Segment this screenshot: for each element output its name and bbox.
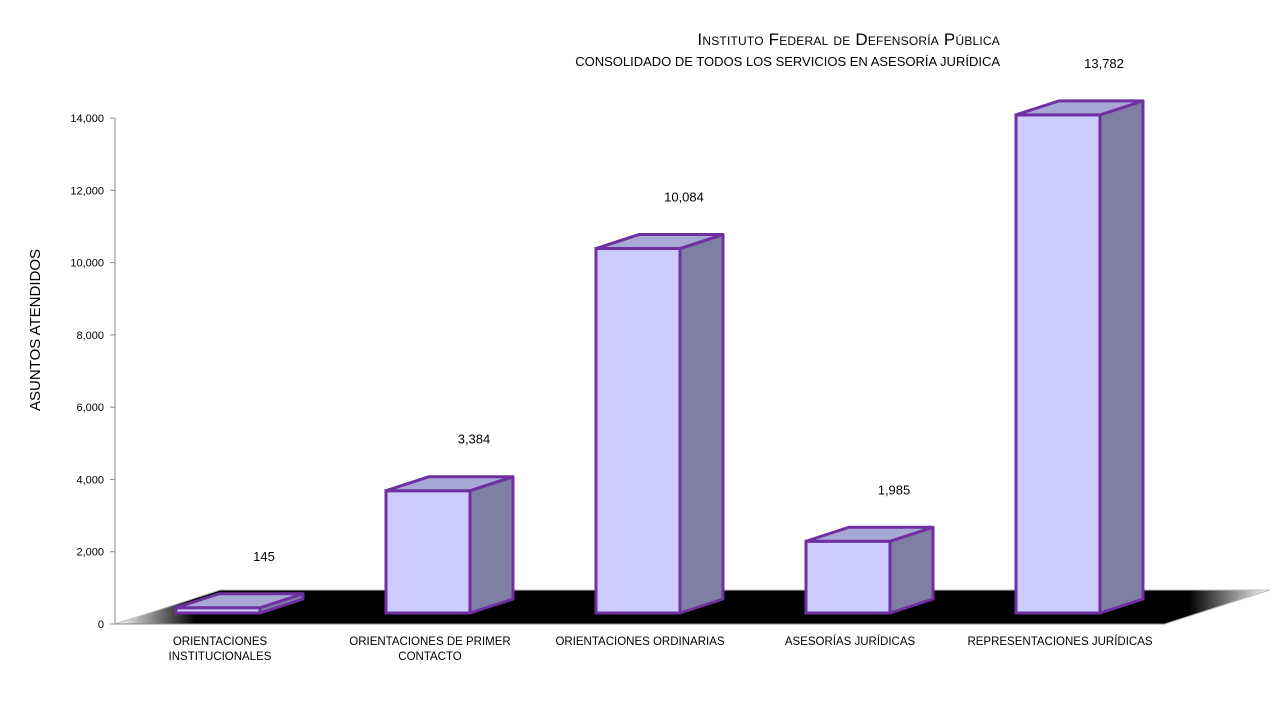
bar-front (594, 247, 682, 615)
bar-side (1098, 99, 1145, 615)
bars (174, 99, 1145, 615)
y-tick-label: 12,000 (70, 185, 104, 197)
y-tick-label: 4,000 (76, 474, 104, 486)
bar (384, 475, 515, 615)
data-labels: 145 3,384 10,084 1,985 13,782 (253, 56, 1124, 564)
y-tick-label: 8,000 (76, 330, 104, 342)
y-tick-label: 10,000 (70, 258, 104, 270)
bar-side (468, 475, 515, 615)
y-tick-label: 14,000 (70, 113, 104, 125)
bar-top (174, 592, 305, 610)
category-label: INSTITUCIONALES (169, 651, 272, 663)
bar-top (384, 475, 515, 493)
bar-front (1014, 113, 1102, 615)
bar-front (804, 539, 892, 615)
category-label: ORIENTACIONES ORDINARIAS (555, 636, 724, 648)
y-tick-label: 2,000 (76, 547, 104, 559)
bar-top (1014, 99, 1145, 117)
data-label: 145 (253, 549, 275, 564)
bar-side (678, 233, 725, 615)
bar-top (594, 233, 725, 251)
y-tick-label: 0 (98, 619, 104, 631)
bar (1014, 99, 1145, 615)
data-label: 10,084 (664, 190, 704, 205)
bar (804, 525, 935, 615)
bar-front (384, 489, 472, 615)
bar-top (804, 525, 935, 543)
category-label: REPRESENTACIONES JURÍDICAS (967, 635, 1152, 648)
bar (594, 233, 725, 615)
data-label: 13,782 (1084, 56, 1124, 71)
data-label: 1,985 (878, 482, 911, 497)
chart-subtitle: CONSOLIDADO DE TODOS LOS SERVICIOS EN AS… (575, 54, 1000, 69)
y-axis: 0 2,000 4,000 6,000 8,000 10,000 12,000 14,000 (70, 113, 1165, 631)
category-label: CONTACTO (398, 651, 462, 663)
category-label: ASESORÍAS JURÍDICAS (785, 635, 916, 648)
y-tick-label: 6,000 (76, 402, 104, 414)
x-axis-categories: ORIENTACIONES INSTITUCIONALES ORIENTACIONE… (169, 635, 1153, 663)
bar (174, 592, 305, 615)
category-label: ORIENTACIONES DE PRIMER (349, 636, 510, 648)
y-axis-label: ASUNTOS ATENDIDOS (27, 249, 44, 411)
category-label: ORIENTACIONES (173, 636, 268, 648)
data-label: 3,384 (458, 432, 491, 447)
chart-title: Instituto Federal de Defensoría Pública (697, 30, 1000, 49)
